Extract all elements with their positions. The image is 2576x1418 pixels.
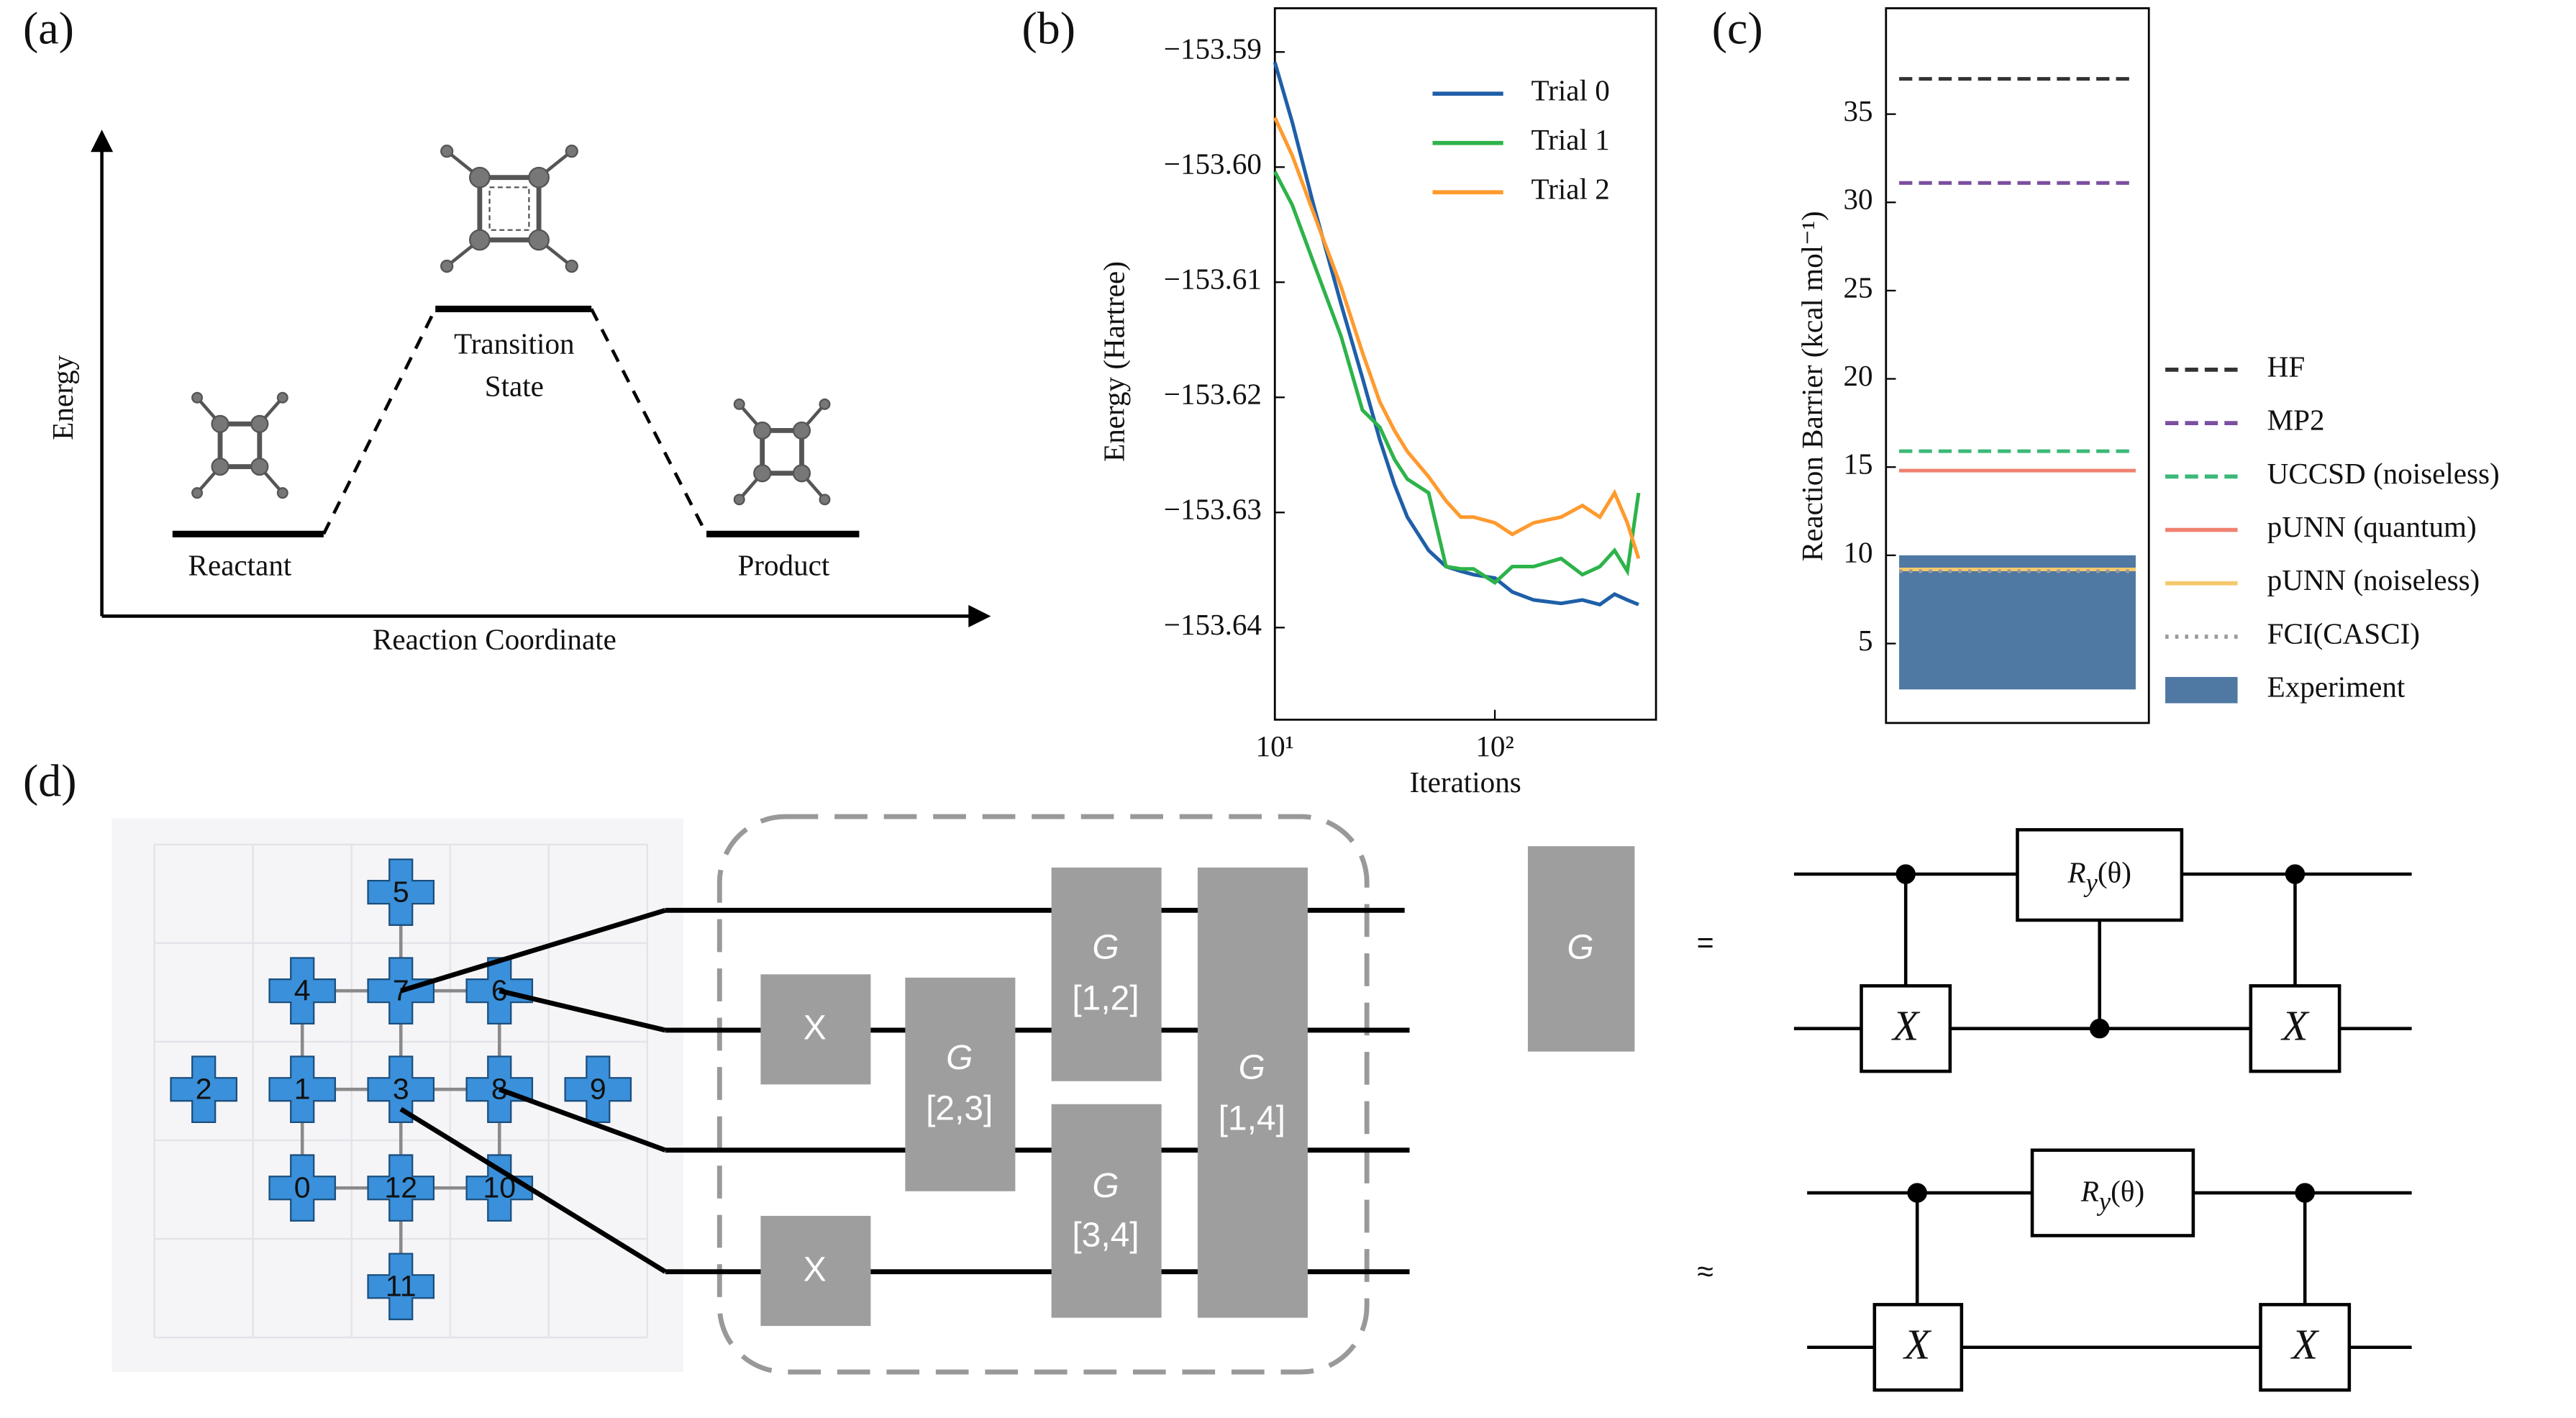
rotation-symbol: R	[2080, 1175, 2099, 1208]
qubit-label: 8	[491, 1072, 508, 1105]
legend-label: pUNN (noiseless)	[2267, 563, 2480, 596]
y-tick-label: −153.62	[1164, 378, 1262, 411]
gate-label: G	[1567, 929, 1593, 967]
state-label: Reactant	[188, 549, 292, 582]
x-gate-label: X	[2280, 1002, 2310, 1050]
y-tick-label: −153.60	[1164, 147, 1262, 181]
energy-diagram	[91, 129, 991, 628]
qubit-label: 9	[590, 1072, 606, 1105]
approx-sign: ≈	[1697, 1255, 1713, 1288]
qubit	[564, 1055, 632, 1124]
line-series	[1273, 117, 1641, 560]
line-series	[1273, 61, 1639, 607]
legend-label: Experiment	[2267, 671, 2406, 704]
gate-label: X	[804, 1250, 827, 1289]
y-tick-label: 35	[1843, 94, 1872, 127]
rotation-symbol: R	[2067, 856, 2086, 889]
gate-boxes	[760, 846, 1635, 1327]
qubit	[367, 1055, 435, 1124]
legend-label: pUNN (quantum)	[2267, 510, 2477, 543]
x-gate-label: X	[1891, 1002, 1921, 1050]
axis-label: Reaction Coordinate	[373, 622, 616, 655]
molecule	[191, 145, 831, 506]
gate-wires: [3,4]	[1072, 1216, 1139, 1254]
plot-frame	[1885, 7, 2150, 724]
state-label: State	[485, 370, 544, 403]
rotation-gate-label: Ry(θ)	[2080, 1175, 2144, 1217]
x-gate-label: X	[1903, 1321, 1932, 1368]
equals-sign: =	[1697, 926, 1714, 959]
panel-label: (a)	[23, 2, 74, 53]
y-tick-label: 25	[1843, 271, 1872, 304]
y-tick-label: 20	[1843, 359, 1872, 392]
rotation-gate-label: Ry(θ)	[2067, 856, 2131, 898]
y-axis-label: Reaction Barrier (kcal mol⁻¹)	[1796, 211, 1829, 561]
gate-wires: [2,3]	[926, 1090, 993, 1128]
y-tick-label: −153.59	[1164, 32, 1262, 65]
qubit-label: 4	[294, 973, 311, 1006]
panel-label: (b)	[1022, 2, 1076, 53]
panel-label: (d)	[23, 755, 77, 806]
rotation-subscript: y	[2083, 868, 2098, 897]
y-tick-label: −153.61	[1164, 263, 1262, 296]
y-tick-label: −153.63	[1164, 493, 1262, 526]
x-axis-label: Iterations	[1410, 765, 1521, 799]
line-series	[1273, 171, 1641, 586]
state-label: Transition	[454, 327, 574, 360]
legend-label: HF	[2267, 350, 2306, 383]
rotation-argument: (θ)	[2111, 1175, 2144, 1208]
rotation-argument: (θ)	[2098, 856, 2131, 889]
mapping-lines	[399, 907, 667, 1274]
gate-label: G	[1092, 1167, 1119, 1205]
qubit	[268, 1055, 337, 1124]
gate-label: G	[946, 1039, 973, 1077]
qubit-label: 0	[294, 1171, 311, 1204]
x-tick-label: 10²	[1475, 730, 1514, 763]
rotation-subscript: y	[2096, 1186, 2111, 1216]
y-axis-label: Energy (Hartree)	[1097, 261, 1130, 462]
qubit-label: 1	[294, 1072, 311, 1105]
x-tick-label: 10¹	[1256, 730, 1294, 763]
plot-frame	[1273, 7, 1657, 721]
panel-label: (c)	[1712, 2, 1763, 53]
legend-label: MP2	[2267, 404, 2325, 437]
qubit	[367, 858, 435, 926]
gate-wires: [1,4]	[1219, 1099, 1285, 1137]
qubit	[268, 957, 337, 1024]
gate-label: G	[1239, 1048, 1265, 1086]
qubit-label: 2	[196, 1072, 212, 1105]
y-tick-label: 15	[1843, 447, 1872, 481]
qubit	[170, 1055, 238, 1124]
legend-label: Trial 0	[1532, 74, 1610, 107]
qubit	[268, 1154, 337, 1222]
gate-label: X	[804, 1009, 827, 1047]
y-tick-label: 5	[1858, 624, 1873, 657]
decomposition-circuit	[1793, 828, 2412, 1392]
gate-wires: [1,2]	[1072, 980, 1139, 1018]
legend-label: FCI(CASCI)	[2267, 617, 2420, 650]
legend-swatch	[2165, 676, 2238, 704]
qubit	[367, 1154, 435, 1222]
qubit-label: 6	[491, 973, 508, 1006]
y-tick-label: 30	[1843, 183, 1872, 216]
gate-label: G	[1092, 929, 1119, 967]
qubit	[367, 1253, 435, 1321]
qubit-label: 3	[393, 1072, 409, 1105]
qubit-label: 5	[393, 875, 409, 908]
axis-label: Energy	[46, 355, 79, 440]
legend-label: Trial 1	[1532, 123, 1610, 156]
qubit-label: 11	[386, 1269, 417, 1302]
x-gate-label: X	[2290, 1321, 2320, 1368]
legend-label: Trial 2	[1532, 173, 1610, 206]
circuit-frame	[716, 814, 1370, 1375]
y-tick-label: 10	[1843, 535, 1872, 568]
experiment-band	[1899, 555, 2136, 690]
state-label: Product	[737, 549, 829, 582]
y-tick-label: −153.64	[1164, 608, 1262, 641]
qubit-label: 12	[384, 1171, 417, 1204]
legend-label: UCCSD (noiseless)	[2267, 457, 2500, 490]
